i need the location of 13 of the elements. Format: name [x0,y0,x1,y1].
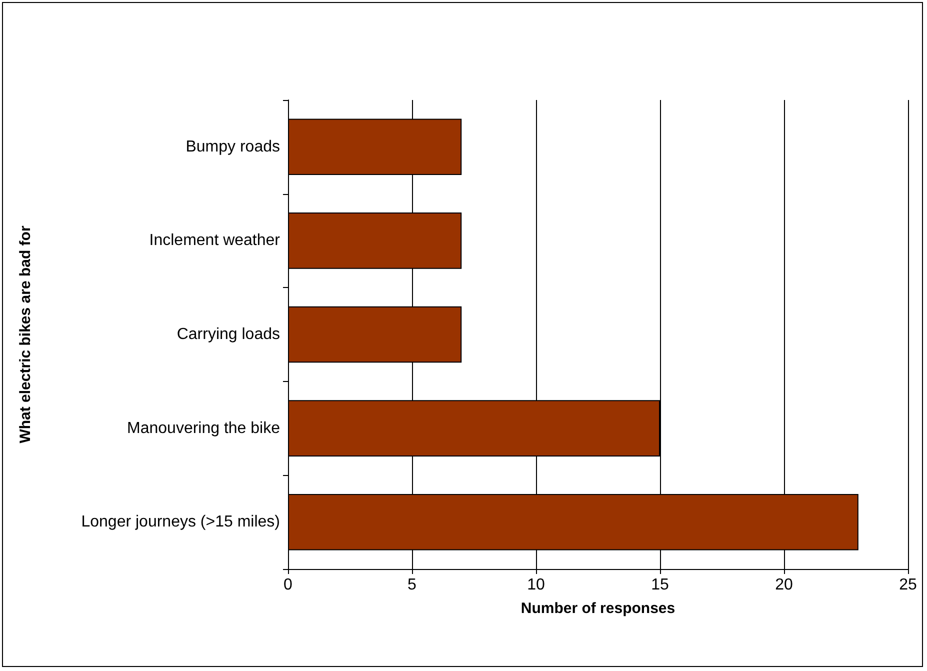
x-tick-label: 10 [527,576,545,594]
x-axis-title: Number of responses [520,600,676,617]
x-tick-label: 20 [775,576,793,594]
y-tick-label: Longer journeys (>15 miles) [81,514,280,531]
x-tick-label: 15 [651,576,669,594]
x-tick-label: 25 [899,576,917,594]
x-tick-label: 5 [408,576,417,594]
y-axis-title: What electric bikes are bad for [17,226,34,444]
x-tick-label: 0 [284,576,293,594]
y-tick-label: Manouvering the bike [127,420,280,437]
y-tick-label: Bumpy roads [186,138,280,156]
y-tick-label: Inclement weather [149,232,281,250]
y-tick-label: Carrying loads [176,326,280,343]
